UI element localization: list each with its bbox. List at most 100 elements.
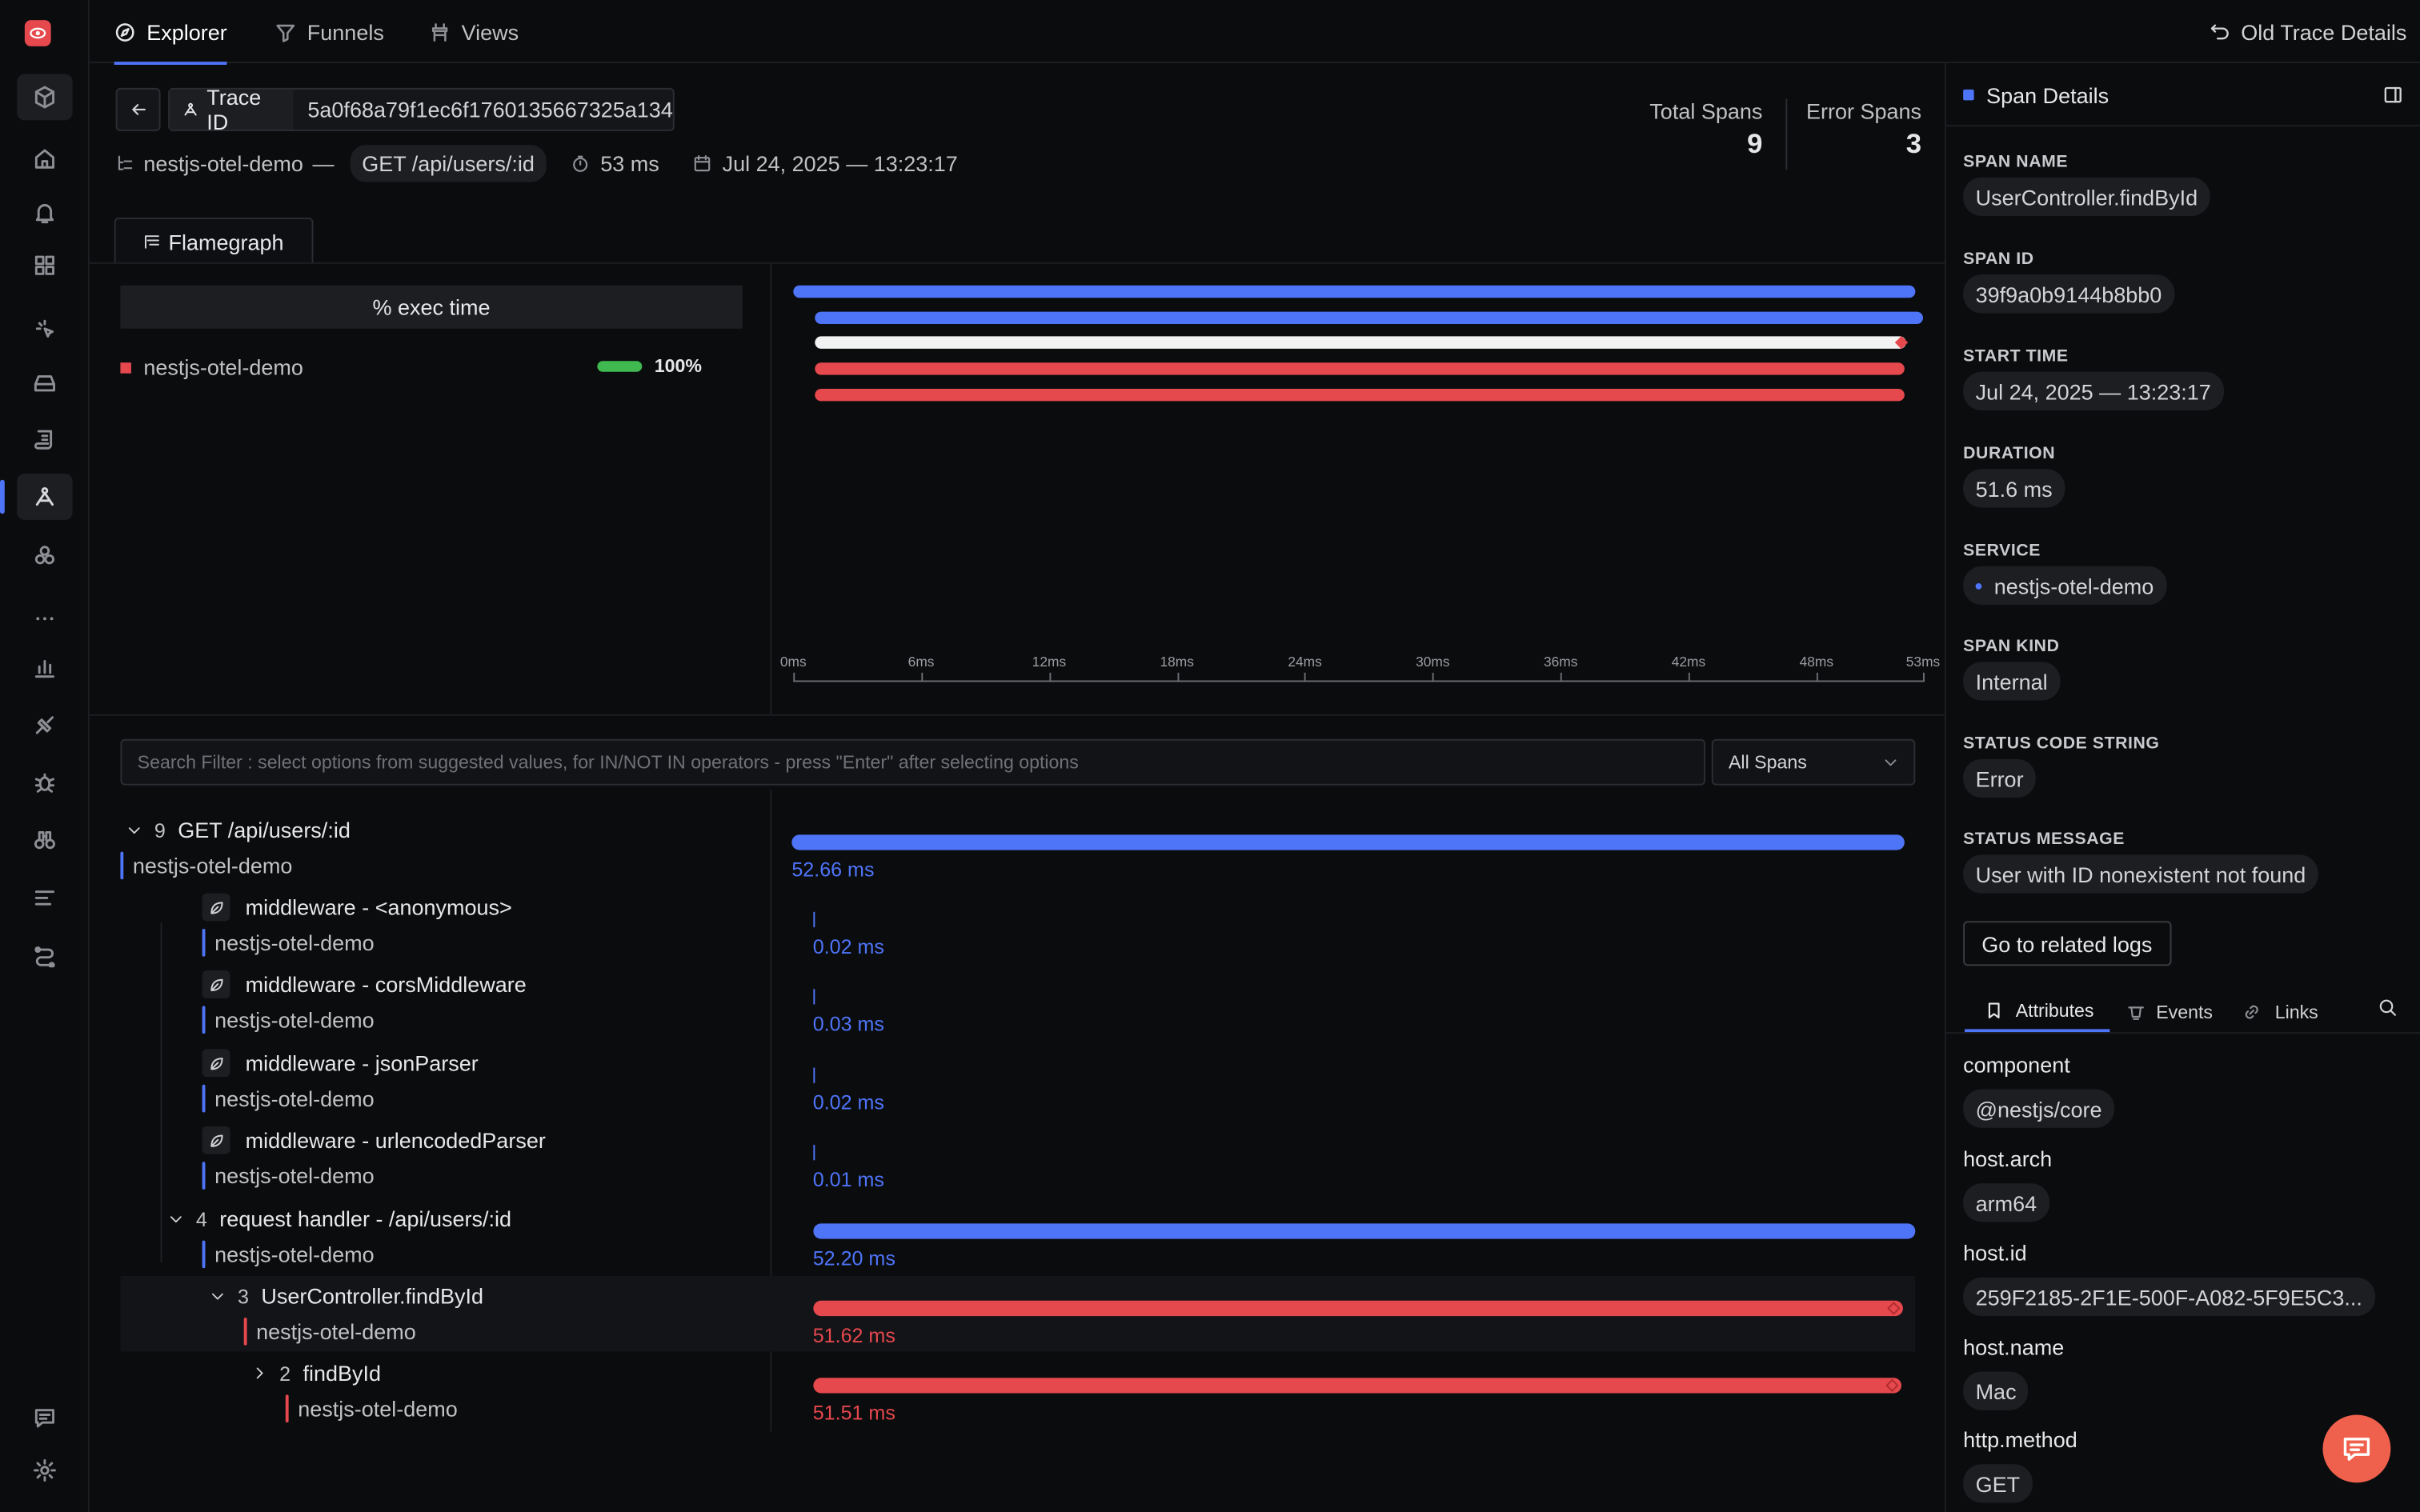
rail-apm-icon[interactable] [17, 306, 72, 352]
flame-tick-label: 6ms [908, 654, 935, 670]
span-service: nestjs-otel-demo [132, 853, 293, 878]
leaf-icon [202, 893, 230, 922]
tab-links[interactable]: Links [2242, 990, 2318, 1032]
span-row-service: nestjs-otel-demo [202, 1160, 375, 1191]
span-timeline-bar[interactable] [812, 1067, 815, 1083]
span-row-title[interactable]: 2 findById [251, 1359, 381, 1387]
span-row-title[interactable]: middleware - urlencodedParser [168, 1126, 546, 1154]
field-label: STATUS CODE STRING [1963, 734, 2160, 754]
trace-service: nestjs-otel-demo [143, 150, 303, 176]
chevron-right-icon[interactable] [251, 1366, 266, 1381]
span-timeline-bar[interactable] [812, 1378, 1901, 1394]
leaf-icon [202, 1126, 230, 1154]
rail-explorer-icon[interactable] [17, 816, 72, 862]
tab-funnels[interactable]: Funnels [274, 0, 384, 63]
trace-icon [184, 102, 197, 116]
trace-id-box[interactable]: Trace ID 5a0f68a79f1ec6f1760135667325a13… [168, 85, 675, 134]
trace-timestamp-value: Jul 24, 2025 — 13:23:17 [722, 150, 958, 176]
trace-duration: 53 ms [571, 148, 659, 179]
rail-metrics-icon[interactable] [17, 645, 72, 691]
back-button[interactable] [115, 87, 161, 131]
rail-home-icon[interactable] [17, 136, 72, 182]
collapse-panel-icon[interactable] [2383, 85, 2403, 105]
rail-feedback-icon[interactable] [17, 1394, 72, 1441]
meta-separator: — [312, 150, 335, 176]
span-child-count: 9 [154, 818, 166, 842]
span-name: UserController.findById [261, 1283, 484, 1309]
span-row-title[interactable]: middleware - jsonParser [168, 1049, 479, 1078]
rail-more-icon[interactable] [17, 595, 72, 642]
flamegraph-chart[interactable]: 0ms 6ms 12ms 18ms 24ms 30ms 36ms 42ms 48ms 53ms [0, 0, 1945, 725]
flame-bar[interactable] [814, 337, 1906, 350]
field-value-text: nestjs-otel-demo [1993, 573, 2154, 598]
chevron-down-icon[interactable] [168, 1211, 183, 1226]
rail-messaging-icon[interactable] [17, 874, 72, 921]
span-row-title[interactable]: 9 GET /api/users/:id [126, 816, 351, 844]
span-timeline-bar[interactable] [812, 1300, 1904, 1317]
span-child-count: 2 [279, 1361, 291, 1385]
tab-explorer-label: Explorer [146, 19, 227, 44]
span-timeline-bar[interactable] [791, 834, 1905, 850]
tab-attributes[interactable]: Attributes [1965, 990, 2110, 1033]
tabs-divider [89, 262, 1945, 264]
go-to-related-logs-button[interactable]: Go to related logs [1963, 921, 2171, 966]
total-spans-label: Total Spans [1649, 98, 1763, 124]
rail-exceptions-icon[interactable] [17, 759, 72, 806]
flame-tick-mark [921, 672, 924, 682]
flame-time-axis [793, 680, 1923, 682]
trace-timestamp: Jul 24, 2025 — 13:23:17 [693, 148, 958, 179]
span-timeline-bar[interactable] [812, 1144, 815, 1161]
span-filter-select[interactable]: All Spans [1711, 738, 1916, 786]
attribute-value: Mac [1963, 1371, 2029, 1410]
field-value: nestjs-otel-demo [1963, 566, 2166, 605]
chat-icon [2343, 1438, 2370, 1461]
flame-bar[interactable] [793, 285, 1916, 298]
field-label: SERVICE [1963, 541, 2041, 561]
rail-dashboards-icon[interactable] [17, 242, 72, 289]
span-row-title[interactable]: 4 request handler - /api/users/:id [168, 1205, 511, 1233]
flame-tick-mark [1816, 672, 1818, 682]
rail-integrations-icon[interactable] [17, 532, 72, 578]
flame-tick-label: 48ms [1799, 654, 1834, 670]
signoz-logo-icon[interactable] [24, 20, 51, 46]
tree-divider [770, 790, 772, 1432]
rail-pipelines-icon[interactable] [17, 702, 72, 748]
trace-meta: nestjs-otel-demo — GET /api/users/:id [116, 145, 547, 182]
attribute-search-icon[interactable] [2378, 998, 2397, 1017]
flame-bar[interactable] [814, 362, 1904, 375]
chevron-down-icon[interactable] [210, 1288, 225, 1303]
undo-icon [2210, 24, 2229, 40]
tab-views[interactable]: Views [429, 0, 519, 63]
span-timeline-bar[interactable] [812, 989, 815, 1005]
rail-routing-icon[interactable] [17, 932, 72, 978]
span-timeline-bar[interactable] [812, 911, 815, 928]
rail-settings-gear-icon[interactable] [17, 1447, 72, 1494]
flame-divider [770, 263, 772, 714]
attribute-key: component [1963, 1052, 2070, 1078]
old-trace-details-link[interactable]: Old Trace Details [2210, 0, 2406, 63]
search-filter-input[interactable]: Search Filter : select options from sugg… [120, 738, 1706, 786]
span-service: nestjs-otel-demo [214, 930, 375, 955]
span-row-title[interactable]: middleware - <anonymous> [168, 893, 512, 922]
span-row-service: nestjs-otel-demo [202, 1004, 375, 1035]
span-timeline-bar[interactable] [812, 1223, 1916, 1239]
tab-events[interactable]: Events [2127, 990, 2213, 1032]
rail-logs-icon[interactable] [17, 417, 72, 463]
rail-traces-icon[interactable] [0, 474, 73, 520]
span-row-title[interactable]: middleware - corsMiddleware [168, 970, 527, 998]
field-value: User with ID nonexistent not found [1963, 854, 2318, 894]
rail-get-started-icon[interactable] [17, 74, 73, 121]
attribute-value: 259F2185-2F1E-500F-A082-5F9E5C3... [1963, 1277, 2375, 1317]
flame-tick-label: 53ms [1905, 654, 1941, 670]
rail-infra-icon[interactable] [17, 359, 72, 406]
chevron-down-icon[interactable] [126, 822, 142, 838]
flame-bar[interactable] [814, 310, 1923, 324]
span-row-title[interactable]: 3 UserController.findById [210, 1282, 483, 1310]
flame-tick-label: 42ms [1671, 654, 1706, 670]
span-duration: 52.20 ms [812, 1246, 895, 1270]
chat-support-button[interactable] [2322, 1414, 2391, 1483]
tab-flamegraph[interactable]: Flamegraph [114, 217, 314, 264]
flame-bar[interactable] [814, 388, 1904, 402]
rail-alerts-icon[interactable] [17, 190, 72, 236]
tab-explorer[interactable]: Explorer [114, 0, 228, 65]
